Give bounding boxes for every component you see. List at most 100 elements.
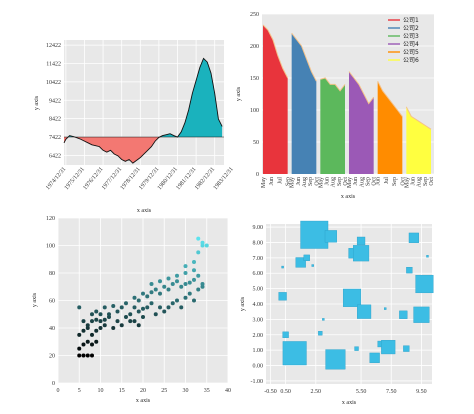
plot2-xtick-label: Sep [423, 177, 429, 186]
plot2-xtick-label: Oct [314, 177, 320, 186]
plot2-grid [262, 13, 434, 175]
plot4-square [356, 236, 366, 246]
plot3-point [85, 353, 90, 358]
plot3-ytick-label: 80 [49, 271, 55, 277]
chart-scatter-gradient: 0 20 40 60 80 100 120 0 5 10 15 20 25 30 35 40 x axis y… [32, 216, 231, 404]
plot2-legend-label: 公司1 [403, 17, 419, 24]
plot2-ytick-label: 50 [253, 140, 259, 146]
plot1-ytick-label: 9422 [49, 98, 61, 104]
plot4-square [325, 349, 346, 370]
plot3-point [136, 323, 141, 328]
plot4-square [278, 292, 287, 301]
plot4-ytick-label: -1.00 [251, 379, 264, 385]
plot2-xtick-label: Sep [366, 177, 372, 186]
plot3-point [166, 287, 171, 292]
plot4-square [353, 245, 370, 262]
plot4-square [282, 331, 289, 338]
plot3-point [166, 305, 171, 310]
plot3-point [162, 284, 167, 289]
plot3-ytick-label: 0 [52, 381, 55, 387]
plot2-xtick-label: May [261, 177, 267, 188]
plot2-ytick-label: 100 [250, 108, 259, 114]
plot4-square [384, 307, 387, 310]
plot3-point [192, 277, 196, 282]
plot1-ytick-label: 8422 [49, 117, 61, 123]
plot2-ytick-label: 150 [250, 76, 259, 82]
plot2-ytick-label: 200 [250, 44, 259, 50]
plot3-point [132, 319, 137, 324]
plot3-point [85, 326, 90, 330]
plot1-xlabel: x axis [137, 208, 152, 214]
plot3-point [200, 243, 205, 248]
plot3-point [158, 279, 162, 284]
plot3-point [98, 312, 103, 317]
plot4-square [300, 220, 329, 249]
plot2-area-series [263, 24, 288, 174]
plot3-point [115, 319, 120, 324]
plot4-ytick-label: 7.00 [253, 256, 264, 262]
plot3-point [187, 291, 192, 296]
plot3-point [94, 309, 99, 314]
plot3-xtick-label: 0 [57, 388, 60, 394]
plot2-xtick-label: Sep [337, 177, 343, 186]
plot2-area-edge [405, 106, 432, 130]
plot2-xtick-label: Oct [372, 177, 378, 186]
plot3-point [149, 301, 154, 306]
plot2-xtick-label: Aug [417, 177, 423, 187]
plot3-point [158, 305, 162, 310]
plot4-xtick-label: 9.50 [416, 389, 427, 395]
plot2-xtick-label: Jun [411, 177, 417, 185]
plot3-ytick-label: 20 [49, 354, 55, 360]
plot3-ytick-label: 100 [46, 244, 55, 250]
plot2-xtick-label: Aug [331, 177, 337, 187]
plot2-xtick-label: May [347, 177, 353, 188]
plot3-point [192, 268, 196, 273]
plot3-ylabel: y axis [32, 292, 38, 307]
plot3-point [175, 279, 179, 284]
plot3-xtick-label: 5 [78, 388, 81, 394]
plot4-ytick-label: 6.00 [253, 271, 264, 277]
plot3-point [141, 291, 145, 296]
plot4-square [426, 255, 429, 258]
plot2-xtick-label: Aug [359, 177, 365, 187]
plot2-xtick-label: Jun [296, 177, 302, 185]
plot3-point [196, 287, 201, 292]
plot3-point [107, 315, 111, 319]
plot2-marks [262, 24, 432, 175]
plot3-point [81, 353, 86, 358]
plot4-xtick-label: 2.50 [311, 389, 322, 395]
plot2-xtick-label: Oct [400, 177, 406, 186]
plot3-xtick-label: 35 [204, 388, 210, 394]
plot3-point [128, 319, 133, 324]
plot3-point [102, 305, 107, 310]
plot3-point [153, 287, 158, 292]
plot4-square [357, 304, 372, 319]
plot3-point [85, 323, 90, 328]
plot3-point [196, 250, 201, 255]
plot3-xtick-label: 25 [161, 388, 167, 394]
plot4-xtick-label: 0.50 [280, 389, 291, 395]
chart-scatter-squares: -1.00 0.00 1.00 2.00 3.00 4.00 5.00 6.00 7.00 8.0… [240, 220, 434, 406]
plot2-legend-label: 公司6 [403, 57, 419, 64]
plot3-point [196, 273, 201, 278]
plot3-point [153, 312, 158, 317]
plot1-marks [63, 57, 224, 164]
plot4-square [403, 345, 410, 352]
plot3-point [94, 328, 99, 333]
plot3-point [90, 353, 94, 358]
plot2-xtick-label: May [318, 177, 324, 188]
plot3-point [141, 315, 145, 319]
plot2-area-edge [320, 77, 346, 92]
plot3-point [119, 323, 124, 328]
plot4-square [369, 352, 380, 363]
plot4-square [318, 331, 323, 336]
plot3-xtick-label: 20 [140, 388, 146, 394]
plot2-xtick-label: Jul [277, 177, 283, 184]
plot3-point [192, 298, 196, 303]
plot3-point [132, 295, 137, 300]
plot2-area-series [320, 78, 345, 174]
plot2-area-series [291, 33, 317, 175]
plot3-point [115, 309, 120, 314]
plot3-point [149, 290, 154, 295]
plot4-ticks: -1.00 0.00 1.00 2.00 3.00 4.00 5.00 6.00 7.00 8.0… [251, 225, 427, 395]
